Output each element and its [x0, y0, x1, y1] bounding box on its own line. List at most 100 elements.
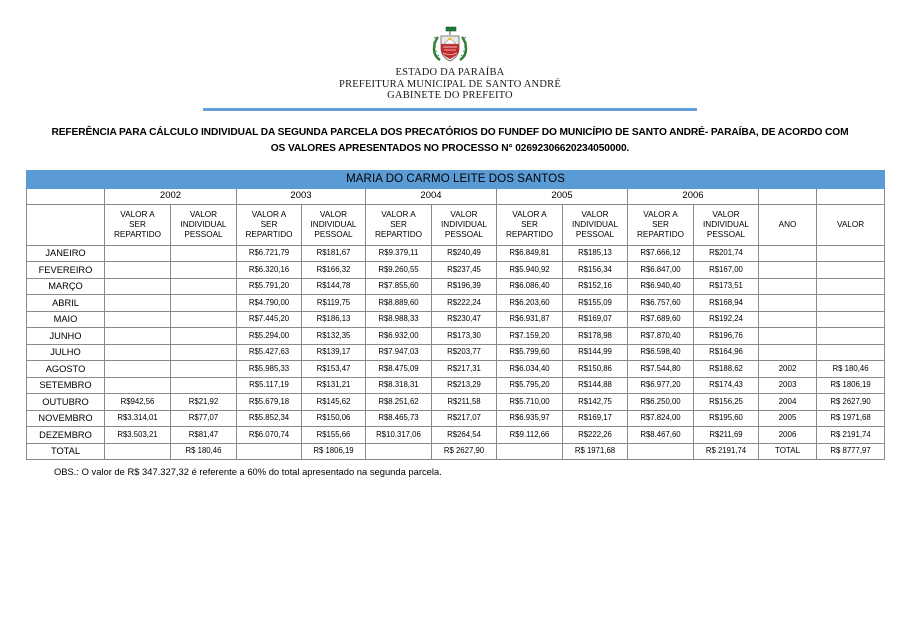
subheader-2005-individual: VALOR INDIVIDUAL PESSOAL — [562, 203, 628, 246]
corner-cell-blank — [26, 187, 105, 205]
sub-b-l2: INDIVIDUAL — [310, 219, 357, 229]
cell-summary-valor — [815, 327, 886, 345]
cell-summary-ano: 2002 — [758, 360, 817, 378]
sub-a-l3: REPARTIDO — [505, 229, 553, 239]
table-row: SETEMBRO R$5.117,19 R$131,21 R$8.318,31 … — [26, 376, 886, 394]
cell-2006-repartido: R$8.467,60 — [627, 426, 694, 444]
cell-2002-repartido: R$942,56 — [104, 393, 171, 411]
summary-value-blank — [815, 187, 886, 205]
cell-2003-individual: R$119,75 — [301, 294, 366, 312]
cell-2002-individual: R$77,07 — [170, 409, 237, 427]
cell-2004-individual: R$173,30 — [431, 327, 497, 345]
sub-a-l2: SER — [390, 219, 407, 229]
cell-2006-repartido: R$6.250,00 — [627, 393, 694, 411]
cell-2004-repartido: R$8.465,73 — [365, 409, 432, 427]
sub-a-l3: REPARTIDO — [113, 229, 161, 239]
cell-2006-individual: R$201,74 — [693, 244, 759, 262]
subheader-ano: ANO — [758, 203, 817, 246]
cell-2006-individual: R$167,00 — [693, 261, 759, 279]
cell-2006-repartido: R$7.544,80 — [627, 360, 694, 378]
cell-2005-repartido: R$5.940,92 — [496, 261, 563, 279]
cell-2004-repartido: R$7.947,03 — [365, 343, 432, 361]
cell-2003-individual: R$131,21 — [301, 376, 366, 394]
cell-2003-individual: R$181,67 — [301, 244, 366, 262]
cell-2004-repartido: R$8.988,33 — [365, 310, 432, 328]
cell-2002-repartido — [104, 294, 171, 312]
letterhead-line-office: GABINETE DO PREFEITO — [387, 90, 513, 101]
row-month-label: DEZEMBRO — [26, 426, 105, 444]
month-column-header — [26, 203, 105, 246]
precatorio-table-wrap: MARIA DO CARMO LEITE DOS SANTOS 2002 200… — [25, 169, 886, 461]
cell-2004-individual: R$213,29 — [431, 376, 497, 394]
cell-2006-repartido: R$6.940,40 — [627, 277, 694, 295]
cell-2002-repartido — [104, 343, 171, 361]
cell-2003-individual: R$139,17 — [301, 343, 366, 361]
cell-2002-individual: R$21,92 — [170, 393, 237, 411]
cell-2004-individual: R$203,77 — [431, 343, 497, 361]
precatorio-table: MARIA DO CARMO LEITE DOS SANTOS 2002 200… — [25, 169, 886, 461]
cell-2005-repartido: R$7.159,20 — [496, 327, 563, 345]
cell-summary-valor: R$ 8777,97 — [815, 442, 886, 460]
cell-summary-ano: 2005 — [758, 409, 817, 427]
cell-2002-repartido — [104, 327, 171, 345]
row-month-label: AGOSTO — [26, 360, 105, 378]
sub-a-l1: VALOR A — [643, 209, 678, 219]
table-banner-row: MARIA DO CARMO LEITE DOS SANTOS — [25, 169, 886, 189]
cell-2005-individual: R$144,88 — [562, 376, 628, 394]
cell-2004-individual: R$230,47 — [431, 310, 497, 328]
letterhead-divider — [203, 107, 697, 111]
cell-summary-valor: R$ 1971,68 — [815, 409, 886, 427]
cell-2002-repartido: R$3.314,01 — [104, 409, 171, 427]
cell-2006-individual: R$173,51 — [693, 277, 759, 295]
subheader-2006-individual: VALOR INDIVIDUAL PESSOAL — [693, 203, 759, 246]
cell-2004-repartido: R$9.260,55 — [365, 261, 432, 279]
sub-a-l3: REPARTIDO — [374, 229, 422, 239]
row-month-label: TOTAL — [26, 442, 105, 460]
cell-2006-repartido: R$6.847,00 — [627, 261, 694, 279]
cell-2006-repartido: R$6.757,60 — [627, 294, 694, 312]
subheader-2003-repartido: VALOR A SER REPARTIDO — [236, 203, 302, 246]
cell-summary-valor — [815, 244, 886, 262]
summary-year-blank — [758, 187, 817, 205]
sub-b-l1: VALOR — [319, 209, 348, 219]
sub-b-l2: INDIVIDUAL — [572, 219, 618, 229]
cell-2003-individual: R$166,32 — [301, 261, 366, 279]
cell-2003-repartido: R$5.427,63 — [236, 343, 302, 361]
cell-2005-repartido — [496, 442, 563, 460]
cell-summary-ano — [758, 294, 817, 312]
cell-2003-repartido — [236, 442, 302, 460]
cell-2002-individual — [170, 261, 237, 279]
sub-b-l2: INDIVIDUAL — [180, 219, 227, 229]
cell-summary-ano: 2003 — [758, 376, 817, 394]
cell-2004-individual: R$211,58 — [431, 393, 497, 411]
cell-summary-valor — [815, 343, 886, 361]
cell-2006-individual: R$211,69 — [693, 426, 759, 444]
row-month-label: JUNHO — [26, 327, 105, 345]
letterhead-line-city: PREFEITURA MUNICIPAL DE SANTO ANDRÉ — [339, 78, 561, 90]
row-month-label: JANEIRO — [26, 244, 105, 262]
year-header-2004: 2004 — [365, 187, 497, 205]
table-row: NOVEMBRO R$3.314,01 R$77,07 R$5.852,34 R… — [26, 409, 886, 427]
cell-2002-repartido — [104, 261, 171, 279]
cell-summary-valor: R$ 180,46 — [815, 360, 886, 378]
cell-2002-individual — [170, 343, 237, 361]
cell-2005-individual: R$ 1971,68 — [562, 442, 628, 460]
cell-2003-repartido: R$5.985,33 — [236, 360, 302, 378]
cell-2002-repartido — [104, 277, 171, 295]
cell-2005-repartido: R$6.203,60 — [496, 294, 563, 312]
sub-b-l2: INDIVIDUAL — [441, 219, 487, 229]
cell-2002-individual — [170, 310, 237, 328]
cell-2006-individual: R$196,76 — [693, 327, 759, 345]
subheader-2004-individual: VALOR INDIVIDUAL PESSOAL — [431, 203, 497, 246]
cell-2003-individual: R$155,66 — [301, 426, 366, 444]
cell-2005-repartido: R$5.710,00 — [496, 393, 563, 411]
table-row: MARÇO R$5.791,20 R$144,78 R$7.855,60 R$1… — [26, 277, 886, 295]
table-row: JULHO R$5.427,63 R$139,17 R$7.947,03 R$2… — [26, 343, 886, 361]
cell-2006-repartido: R$7.870,40 — [627, 327, 694, 345]
sub-b-l1: VALOR — [189, 209, 218, 219]
cell-2004-individual: R$264,54 — [431, 426, 497, 444]
cell-2006-individual: R$ 2191,74 — [693, 442, 759, 460]
cell-2003-repartido: R$6.320,16 — [236, 261, 302, 279]
cell-2002-repartido — [104, 310, 171, 328]
cell-2005-repartido: R$6.086,40 — [496, 277, 563, 295]
